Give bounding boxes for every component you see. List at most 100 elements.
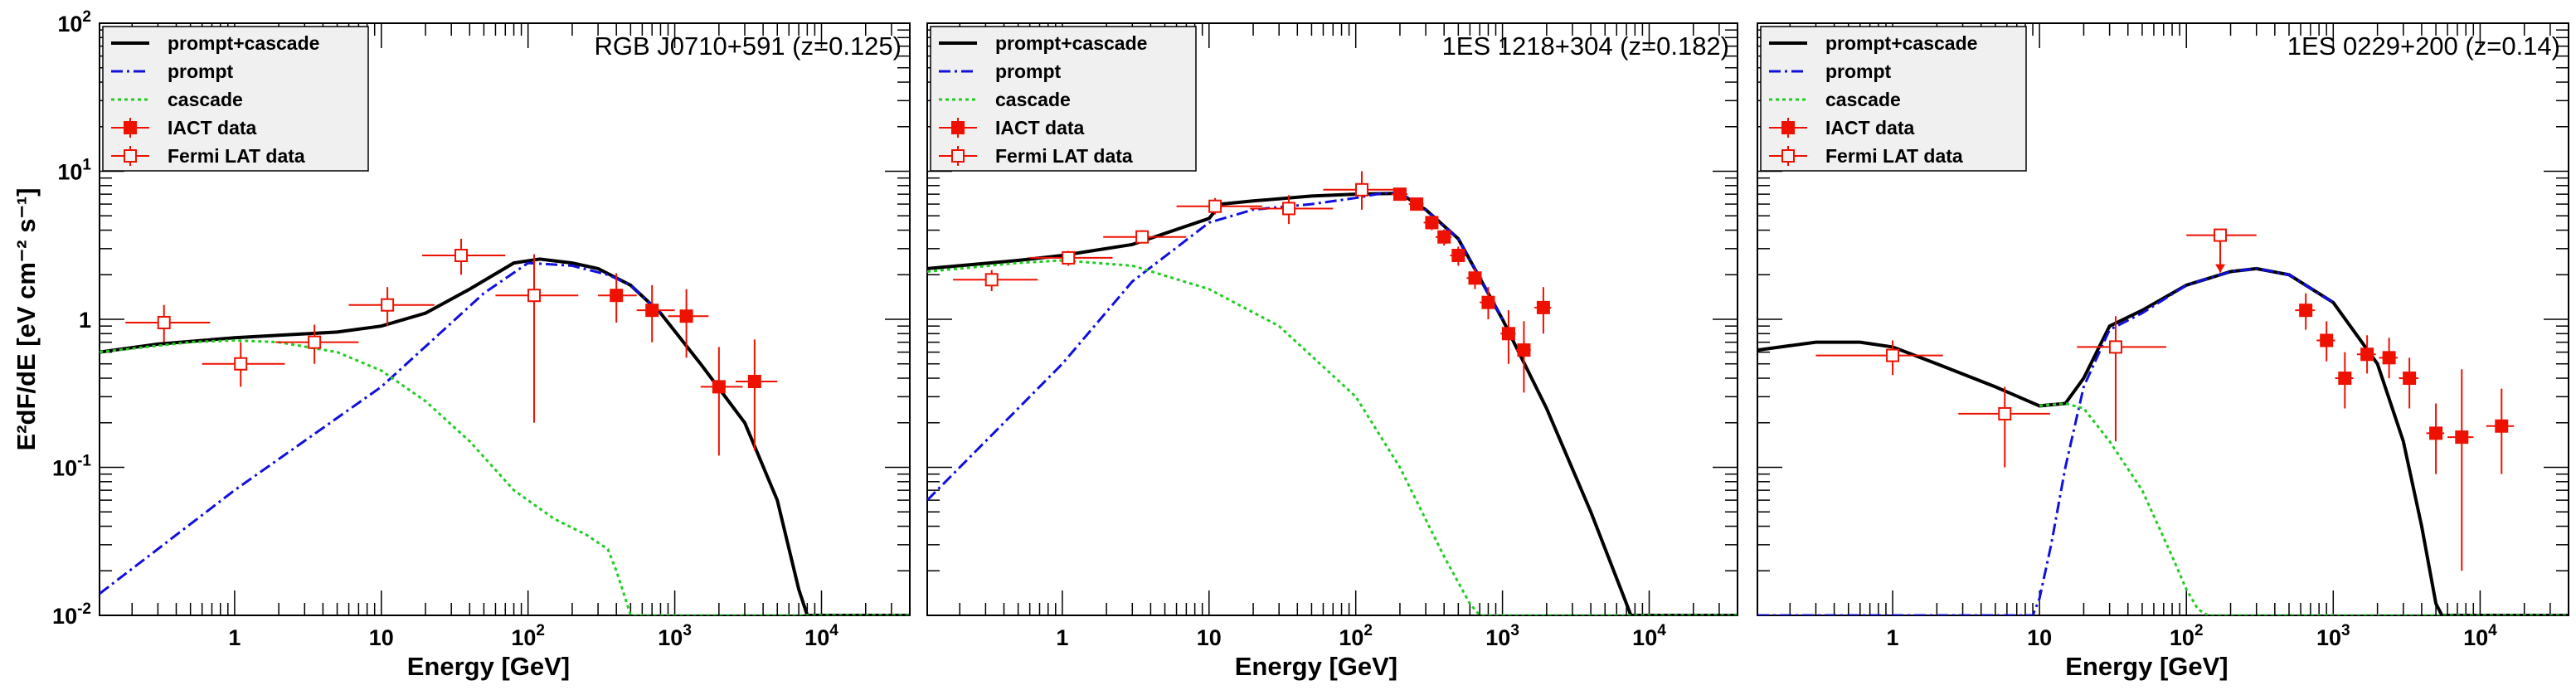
legend-label: Fermi LAT data	[1825, 145, 1963, 167]
legend-swatch-marker	[124, 121, 137, 134]
iact-marker	[1501, 327, 1515, 341]
fermi-marker	[234, 357, 248, 371]
iact-marker	[747, 375, 761, 389]
fermi-marker	[1062, 250, 1076, 265]
data-point-iact-data	[1408, 197, 1424, 211]
legend-label: cascade	[168, 89, 243, 110]
data-point-iact-data	[668, 289, 709, 358]
y-tick-label: 102	[57, 8, 91, 36]
panel-title: 1ES 0229+200 (z=0.14)	[2287, 32, 2560, 61]
fermi-marker	[984, 273, 999, 287]
fermi-marker	[381, 298, 395, 312]
data-point-fermi-lat-data	[495, 254, 579, 423]
legend-item-fermi-lat-data: Fermi LAT data	[111, 145, 305, 167]
iact-marker	[2320, 333, 2334, 347]
data-point-iact-data	[598, 273, 637, 323]
iact-marker	[1410, 197, 1424, 211]
legend-label: IACT data	[1825, 117, 1915, 138]
legend-item-prompt-cascade: prompt+cascade	[1769, 32, 1977, 54]
upper-limit-arrowhead	[2215, 264, 2226, 273]
y-tick-label: 10-2	[52, 600, 91, 629]
legend-label: IACT data	[168, 117, 257, 138]
data-point-iact-data	[2316, 321, 2335, 362]
fermi-marker	[1886, 348, 1900, 362]
legend-label: Fermi LAT data	[168, 145, 305, 167]
data-point-fermi-lat-data	[1250, 195, 1334, 225]
series-line-cascade	[2039, 401, 2569, 615]
x-axis-title: Energy [GeV]	[1235, 652, 1397, 681]
data-point-fermi-lat-data	[275, 324, 359, 364]
data-point-iact-data	[2335, 352, 2354, 409]
data-point-fermi-lat-data	[125, 304, 211, 343]
iact-marker	[2382, 351, 2396, 365]
data-point-iact-data	[736, 339, 778, 451]
legend-item-prompt: prompt	[1769, 61, 1892, 82]
fermi-marker	[2214, 228, 2228, 242]
y-tick-label: 101	[57, 157, 91, 185]
data-point-fermi-lat-data	[1029, 250, 1113, 266]
iact-marker	[1536, 300, 1550, 314]
plot-area	[100, 238, 910, 615]
series-line-prompt	[1757, 267, 2335, 615]
x-tick-label: 10	[1197, 625, 1222, 650]
y-axis-ticks	[100, 22, 910, 616]
iact-marker	[2429, 426, 2443, 440]
legend-item-cascade: cascade	[1769, 89, 1901, 110]
legend-label: prompt+cascade	[995, 32, 1147, 54]
legend-item-cascade: cascade	[939, 89, 1071, 110]
iact-marker	[712, 380, 726, 394]
x-axis-title: Energy [GeV]	[2065, 652, 2228, 681]
x-axis-ticks	[959, 23, 1738, 615]
y-axis-title: E²dF/dE [eV cm⁻² s⁻¹]	[12, 188, 41, 451]
series-line-prompt-cascade	[100, 257, 910, 615]
data-point-fermi-lat-data	[1323, 171, 1407, 210]
legend: prompt+cascade prompt cascade IACT data Ferm…	[1760, 26, 2027, 172]
legend-item-fermi-lat-data: Fermi LAT data	[939, 145, 1133, 167]
legend-item-iact-data: IACT data	[1769, 117, 1915, 138]
data-point-iact-data	[1450, 246, 1466, 266]
legend-item-iact-data: IACT data	[939, 117, 1085, 138]
legend-item-prompt: prompt	[111, 61, 234, 82]
fermi-marker	[527, 289, 542, 303]
legend-item-prompt-cascade: prompt+cascade	[939, 32, 1147, 54]
iact-marker	[1451, 249, 1465, 263]
panel-2: 1 10 102 103 104 Energy [GeV] 1ES 1218+304 (z=…	[926, 22, 1738, 681]
legend-item-prompt: prompt	[939, 61, 1062, 82]
x-tick-label: 104	[1632, 622, 1666, 650]
fermi-marker	[1355, 182, 1369, 197]
x-tick-label: 1	[1056, 625, 1068, 650]
data-point-iact-data	[2356, 335, 2376, 374]
legend-label: IACT data	[995, 117, 1085, 138]
data-point-fermi-lat-data	[1815, 340, 1943, 376]
legend-label: prompt	[1825, 61, 1892, 82]
data-point-iact-data	[1391, 187, 1407, 202]
data-point-iact-data	[2486, 388, 2515, 474]
legend-item-prompt-cascade: prompt+cascade	[111, 32, 319, 54]
x-tick-label: 104	[804, 622, 838, 650]
legend-label: prompt+cascade	[1825, 32, 1977, 54]
legend-swatch-marker	[1781, 149, 1795, 163]
data-point-iact-data	[1466, 268, 1483, 289]
legend-label: cascade	[995, 89, 1071, 110]
data-point-iact-data	[700, 347, 743, 456]
fermi-marker	[1282, 202, 1296, 216]
data-point-fermi-lat-data	[348, 287, 435, 327]
legend-label: prompt	[995, 61, 1062, 82]
data-point-iact-data	[1423, 216, 1440, 231]
legend: prompt+cascade prompt cascade IACT data Ferm…	[102, 26, 369, 172]
data-point-iact-data	[1500, 310, 1516, 364]
x-tick-label: 1	[228, 625, 241, 650]
data-point-iact-data	[1435, 229, 1452, 246]
data-point-fermi-lat-data	[2186, 228, 2257, 273]
legend-swatch-marker	[124, 149, 137, 163]
y-tick-label: 10-1	[52, 453, 91, 481]
iact-marker	[1517, 343, 1531, 357]
x-tick-label: 10	[369, 625, 394, 650]
legend-label: prompt	[168, 61, 234, 82]
panel-title: RGB J0710+591 (z=0.125)	[594, 32, 902, 61]
panel-1: 1 10 102 103 104 Energy [GeV] 10-2 10-1 1 101 102 E…	[12, 8, 911, 681]
data-point-iact-data	[2379, 338, 2399, 379]
legend-swatch-marker	[1781, 121, 1795, 134]
x-tick-label: 104	[2463, 622, 2497, 650]
